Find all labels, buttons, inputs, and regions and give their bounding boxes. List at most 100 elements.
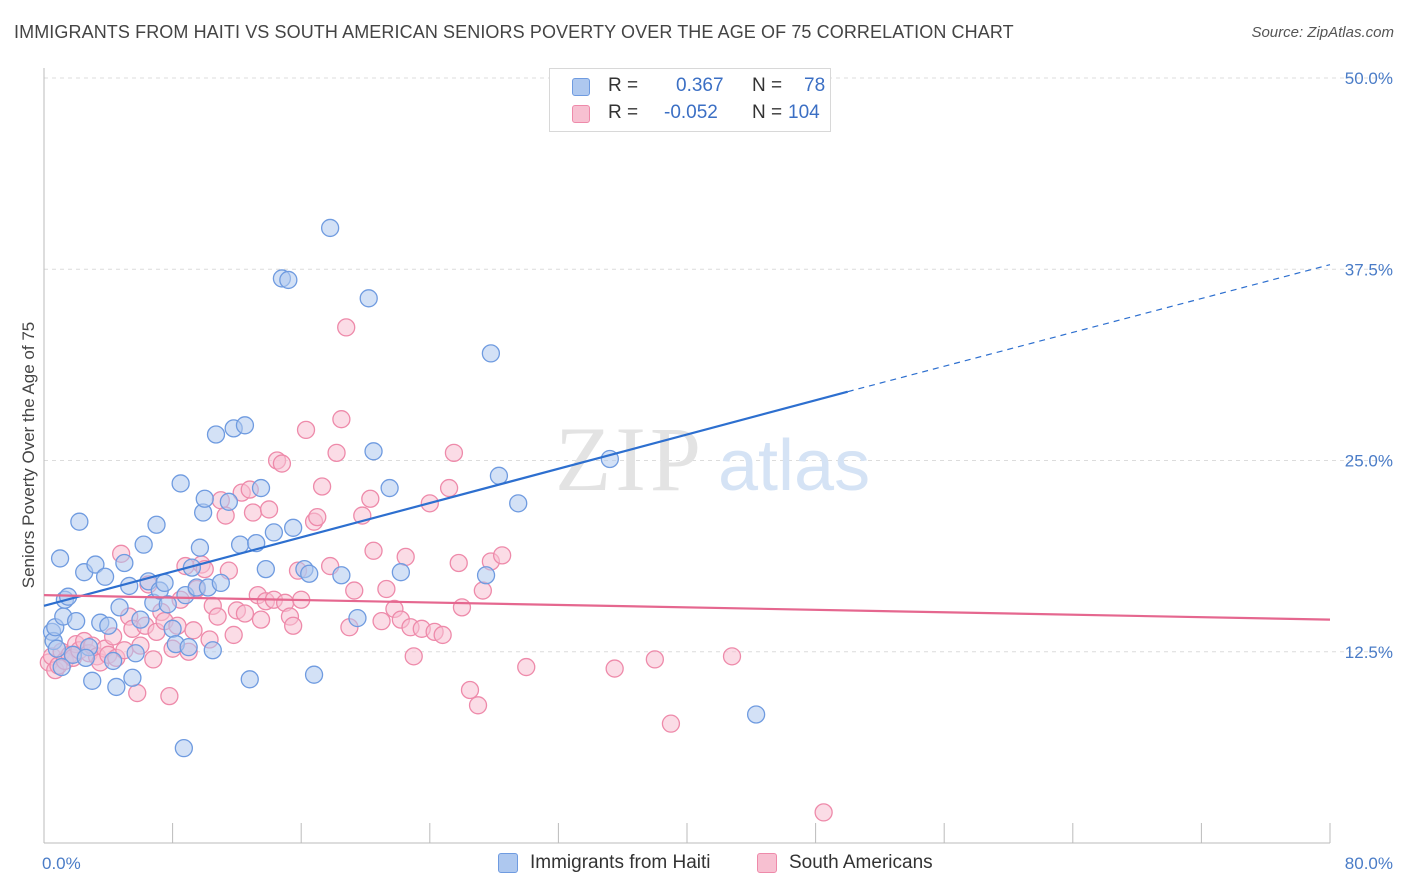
data-point [179, 638, 198, 657]
data-point [184, 621, 203, 640]
y-axis-title: Seniors Poverty Over the Age of 75 [19, 322, 38, 588]
data-point [481, 344, 501, 363]
data-point [107, 677, 126, 697]
data-point [492, 546, 512, 565]
data-point [359, 289, 378, 308]
data-point [304, 665, 324, 684]
data-point [332, 566, 351, 585]
data-point [120, 576, 139, 596]
data-point [144, 650, 163, 669]
data-point [99, 616, 118, 635]
data-point [155, 573, 174, 593]
data-point [224, 625, 243, 645]
data-point [284, 616, 303, 635]
data-point [320, 218, 340, 238]
legend-n-label: N = [752, 75, 783, 96]
legend-n-value: 78 [804, 75, 826, 96]
data-point [95, 567, 115, 586]
data-point [380, 478, 399, 498]
data-point [128, 683, 147, 703]
legend-swatch-pink [572, 105, 590, 123]
data-point [348, 608, 367, 628]
data-point [174, 738, 194, 758]
watermark-atlas: atlas [718, 426, 870, 506]
data-point [722, 647, 742, 666]
data-point [240, 670, 259, 689]
data-point [206, 425, 226, 444]
data-point [452, 598, 472, 617]
data-point [67, 612, 86, 631]
y-tick-label: 37.5% [1345, 260, 1393, 279]
data-point [361, 489, 380, 508]
legend-r-value: -0.052 [664, 102, 718, 123]
data-point [746, 705, 766, 724]
data-point [123, 668, 142, 687]
data-point [110, 598, 129, 617]
data-point [259, 500, 279, 519]
data-point [70, 512, 89, 531]
data-point [103, 651, 123, 671]
data-point [404, 647, 423, 666]
y-tick-labels: 12.5% 25.0% 37.5% 50.0% [1345, 69, 1393, 662]
data-point [345, 581, 364, 600]
data-point [131, 610, 150, 629]
trend-line-haiti-projection [847, 264, 1331, 393]
data-point [147, 515, 166, 534]
data-point [439, 478, 459, 498]
bottom-legend-swatch-blue [498, 853, 518, 873]
data-point [279, 270, 298, 290]
series-immigrants-from-haiti [42, 218, 766, 758]
data-point [468, 696, 488, 715]
legend-swatch-blue [572, 78, 590, 96]
data-point [517, 657, 536, 677]
gridlines [44, 77, 1394, 653]
data-point [396, 547, 415, 567]
bottom-legend-label-haiti: Immigrants from Haiti [530, 852, 711, 873]
x-tick-labels: 0.0% 80.0% [42, 854, 1393, 873]
chart-title: IMMIGRANTS FROM HAITI VS SOUTH AMERICAN … [14, 22, 1014, 42]
data-point [195, 489, 214, 508]
data-point [296, 420, 316, 440]
x-tick-label: 0.0% [42, 854, 81, 873]
data-point [203, 641, 222, 660]
data-point [211, 573, 230, 593]
x-tick-label: 80.0% [1345, 854, 1393, 873]
data-point [115, 553, 134, 573]
source-label: Source: ZipAtlas.com [1251, 24, 1394, 41]
data-point [134, 535, 153, 554]
data-point [284, 518, 303, 537]
watermark-zip: ZIP [555, 408, 705, 510]
data-point [256, 559, 275, 579]
data-point [52, 657, 71, 677]
data-point [449, 553, 468, 573]
data-point [364, 442, 383, 461]
data-point [50, 549, 70, 568]
data-point [645, 650, 664, 669]
data-point [661, 714, 681, 733]
data-point [605, 659, 624, 678]
data-point [332, 410, 351, 429]
data-point [312, 477, 332, 496]
data-point [208, 607, 227, 626]
bottom-legend-label-south-americans: South Americans [789, 852, 933, 873]
axes [43, 68, 1331, 844]
data-point [251, 478, 271, 498]
series-south-americans [39, 318, 833, 822]
trend-line-south-americans [43, 594, 1331, 621]
data-point [509, 494, 528, 513]
data-point [337, 318, 356, 337]
data-point [235, 416, 255, 435]
data-point [300, 564, 319, 583]
watermark: ZIP atlas [555, 408, 870, 510]
data-point [327, 443, 346, 463]
data-point [476, 566, 496, 585]
data-point [126, 644, 145, 663]
data-point [47, 639, 67, 658]
legend-r-label: R = [608, 75, 639, 96]
correlation-legend: R = 0.367 N = 78 R = -0.052 N = 104 [549, 68, 831, 132]
legend-n-label: N = [752, 102, 783, 123]
legend-r-label: R = [608, 102, 639, 123]
data-point [230, 535, 250, 554]
data-point [219, 492, 239, 511]
